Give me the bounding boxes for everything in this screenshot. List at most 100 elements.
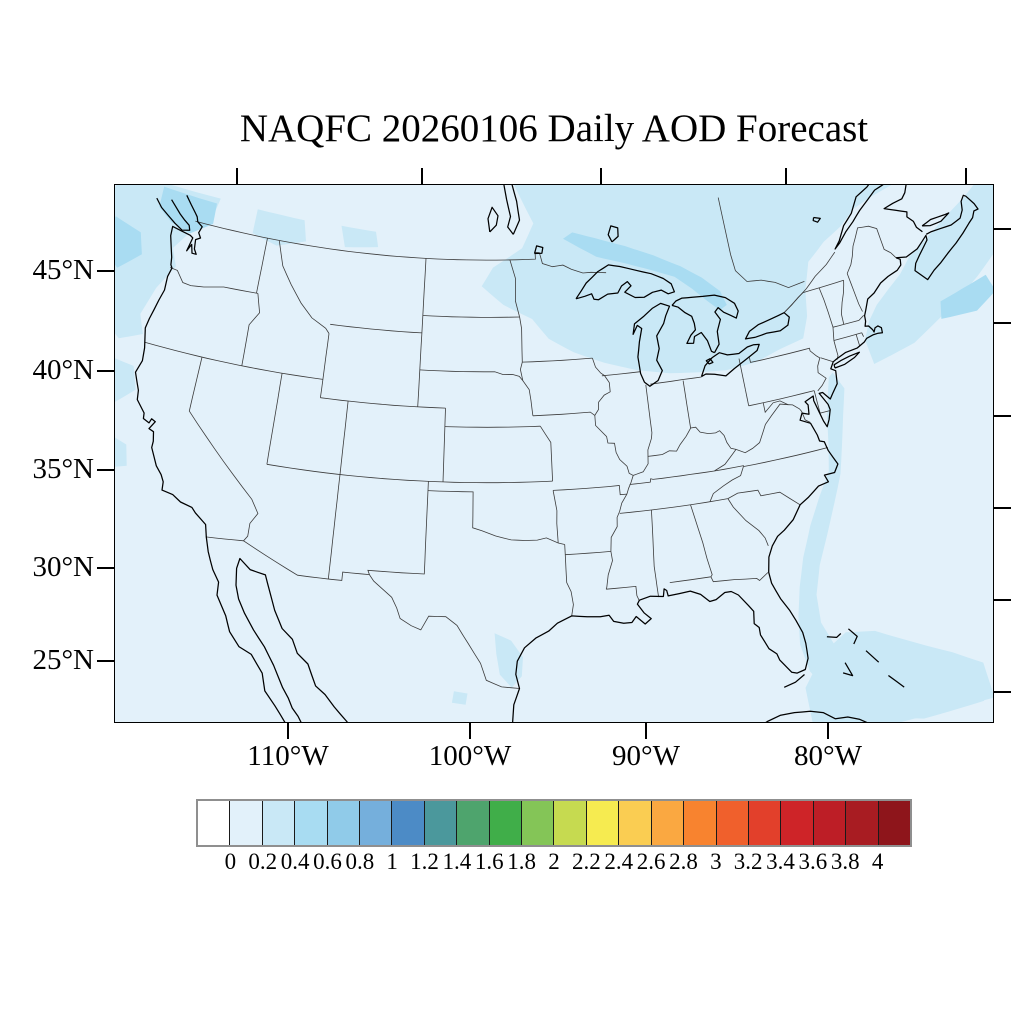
state-border bbox=[532, 411, 596, 417]
coastline bbox=[842, 662, 854, 677]
coastline bbox=[888, 674, 905, 688]
state-border bbox=[565, 551, 611, 556]
aod-region-04-06 bbox=[940, 274, 993, 319]
colorbar-cell bbox=[651, 801, 685, 845]
colorbar-tick-label: 2.6 bbox=[636, 849, 666, 874]
coastline bbox=[744, 312, 790, 340]
state-border bbox=[564, 544, 574, 616]
colorbar-cell bbox=[392, 801, 425, 845]
state-border bbox=[744, 389, 750, 406]
lat-tick-label: 35°N bbox=[32, 453, 94, 485]
colorbar-cell bbox=[457, 801, 490, 845]
state-border bbox=[714, 449, 737, 472]
lat-tick-right bbox=[994, 599, 1011, 601]
state-border bbox=[846, 273, 863, 312]
state-border bbox=[833, 332, 862, 341]
lat-tick-label: 30°N bbox=[32, 551, 94, 583]
lat-tick bbox=[97, 469, 114, 471]
state-border bbox=[592, 357, 634, 590]
colorbar-cell bbox=[489, 801, 523, 845]
state-border bbox=[601, 371, 641, 377]
state-border bbox=[339, 401, 349, 475]
us-aod-forecast-map bbox=[115, 185, 993, 722]
colorbar-cell bbox=[262, 801, 296, 845]
state-border bbox=[266, 373, 283, 465]
state-border bbox=[606, 585, 640, 602]
colorbar-tick-label: 1.8 bbox=[507, 849, 536, 874]
state-border bbox=[818, 287, 839, 360]
colorbar-tick-label: 4 bbox=[871, 849, 884, 874]
colorbar-tick-label: 3 bbox=[710, 849, 722, 874]
state-border bbox=[522, 357, 593, 363]
state-border bbox=[422, 315, 520, 318]
colorbar-tick-label: 1.4 bbox=[442, 849, 472, 874]
state-border bbox=[727, 489, 801, 506]
coastline bbox=[826, 633, 842, 639]
lon-tick-label: 100°W bbox=[428, 740, 512, 772]
state-border bbox=[748, 390, 815, 407]
aod-region-02-04 bbox=[115, 358, 136, 402]
state-border bbox=[727, 498, 769, 546]
lat-tick bbox=[97, 370, 114, 372]
state-border bbox=[651, 509, 659, 598]
coastline bbox=[705, 358, 714, 365]
lon-tick-top bbox=[965, 168, 967, 184]
lon-tick bbox=[287, 723, 289, 739]
coastline bbox=[765, 710, 868, 722]
coastline bbox=[671, 304, 715, 354]
aod-region-02-04 bbox=[252, 209, 306, 246]
colorbar-tick-label: 3.2 bbox=[733, 849, 763, 874]
coastline bbox=[134, 195, 348, 722]
coastline bbox=[865, 650, 880, 663]
state-border bbox=[690, 504, 713, 578]
aod-region-02-04 bbox=[341, 225, 379, 248]
map-frame bbox=[114, 184, 994, 723]
state-border bbox=[278, 240, 330, 334]
state-border bbox=[813, 390, 831, 414]
state-border bbox=[762, 400, 811, 423]
colorbar-cell bbox=[619, 801, 652, 845]
state-border bbox=[749, 347, 827, 392]
state-border bbox=[735, 403, 789, 454]
coastline bbox=[575, 264, 676, 301]
lat-tick-label: 25°N bbox=[32, 644, 94, 676]
lon-tick-top bbox=[785, 168, 787, 184]
lon-tick-label: 110°W bbox=[247, 740, 329, 772]
colorbar-cell bbox=[813, 801, 847, 845]
state-border bbox=[783, 251, 836, 313]
coastline bbox=[503, 185, 521, 235]
state-border bbox=[367, 481, 429, 575]
state-border bbox=[320, 397, 446, 409]
lon-tick-top bbox=[421, 168, 423, 184]
lat-tick bbox=[97, 270, 114, 272]
colorbar-tick-label: 2.8 bbox=[669, 849, 698, 874]
state-border bbox=[682, 380, 691, 429]
state-border bbox=[552, 490, 559, 544]
lon-tick-label: 90°W bbox=[612, 740, 680, 772]
state-border bbox=[669, 576, 711, 583]
colorbar-cell bbox=[846, 801, 879, 845]
lon-tick-label: 80°W bbox=[794, 740, 862, 772]
state-border bbox=[195, 220, 607, 274]
state-border bbox=[205, 536, 520, 689]
state-border bbox=[553, 485, 627, 496]
state-border bbox=[650, 376, 702, 385]
coastline bbox=[533, 245, 544, 255]
state-border bbox=[522, 380, 534, 416]
lat-tick bbox=[97, 567, 114, 569]
colorbar-cell bbox=[424, 801, 458, 845]
colorbar-tick-label: 2 bbox=[548, 849, 560, 874]
colorbar-cell bbox=[522, 801, 555, 845]
coastline bbox=[700, 343, 760, 378]
coastline bbox=[921, 212, 950, 227]
lat-tick-right bbox=[994, 322, 1011, 324]
state-border bbox=[619, 498, 728, 514]
state-border bbox=[322, 333, 330, 380]
colorbar-tick-label: 0.8 bbox=[345, 849, 375, 874]
colorbar-tick-label: 2.4 bbox=[604, 849, 634, 874]
state-border bbox=[717, 197, 805, 289]
colorbar-cell bbox=[554, 801, 587, 845]
state-border bbox=[820, 357, 834, 363]
lon-tick bbox=[645, 723, 647, 739]
colorbar-tick-label: 3.8 bbox=[830, 849, 860, 874]
